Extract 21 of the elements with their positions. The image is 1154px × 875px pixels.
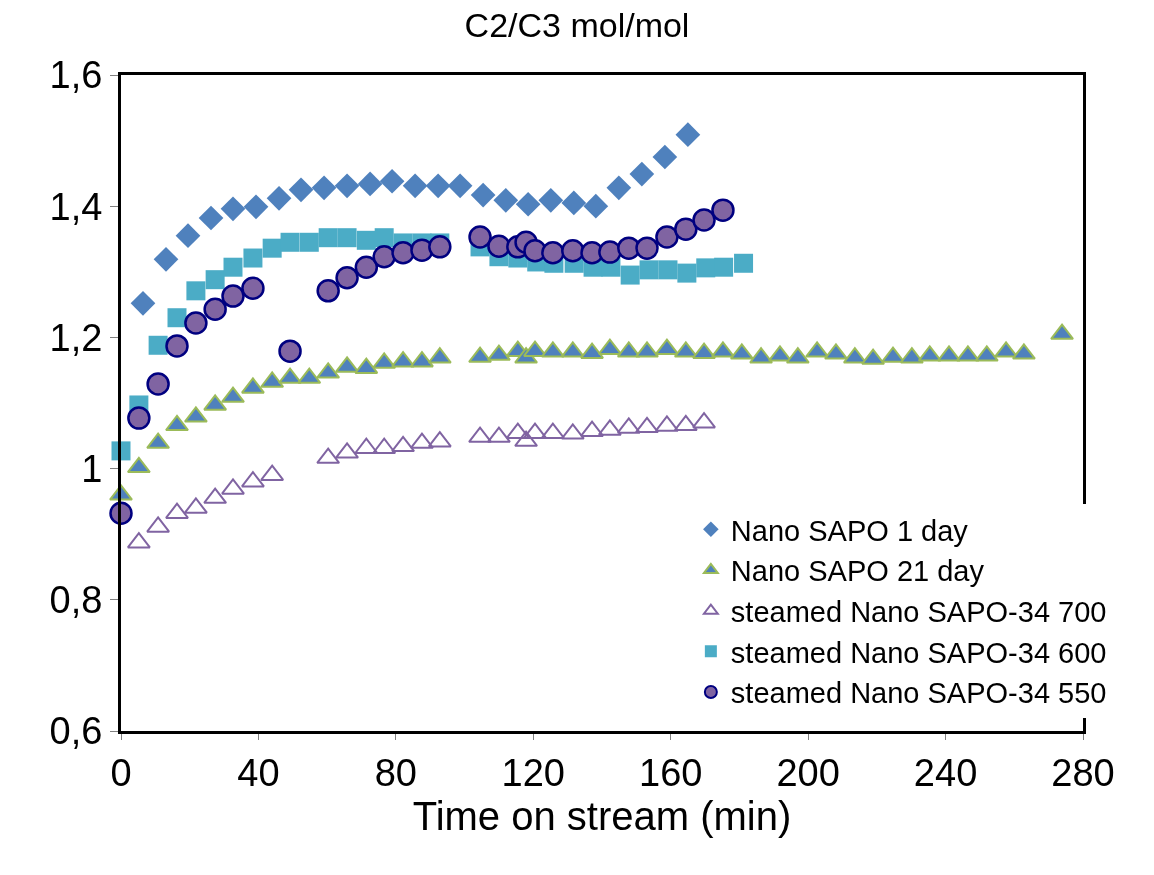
y-tick-label: 1,4 xyxy=(49,185,103,228)
x-tick-label: 120 xyxy=(501,751,565,794)
x-axis-title: Time on stream (min) xyxy=(412,793,792,838)
y-tick-label: 1,6 xyxy=(49,54,103,97)
x-tick-label: 0 xyxy=(110,751,132,794)
legend-label: steamed Nano SAPO-34 700 xyxy=(730,595,1107,628)
x-tick-label: 160 xyxy=(639,751,703,794)
y-tick-label: 1 xyxy=(81,447,103,490)
y-tick-label: 1,2 xyxy=(49,316,103,359)
x-tick-label: 80 xyxy=(374,751,417,794)
x-tick-label: 200 xyxy=(776,751,840,794)
legend-label: Nano SAPO 21 day xyxy=(730,555,985,588)
x-tick-label: 240 xyxy=(913,751,978,794)
legend-label: steamed Nano SAPO-34 550 xyxy=(730,677,1107,710)
legend-label: Nano SAPO 1 day xyxy=(730,514,969,547)
x-tick-label: 280 xyxy=(1051,751,1115,794)
legend-label: steamed Nano SAPO-34 600 xyxy=(730,636,1107,669)
chart-title: C2/C3 mol/mol xyxy=(464,5,690,44)
x-tick-label: 40 xyxy=(237,751,280,794)
y-tick-label: 0,6 xyxy=(49,710,103,753)
y-tick-label: 0,8 xyxy=(49,579,103,622)
